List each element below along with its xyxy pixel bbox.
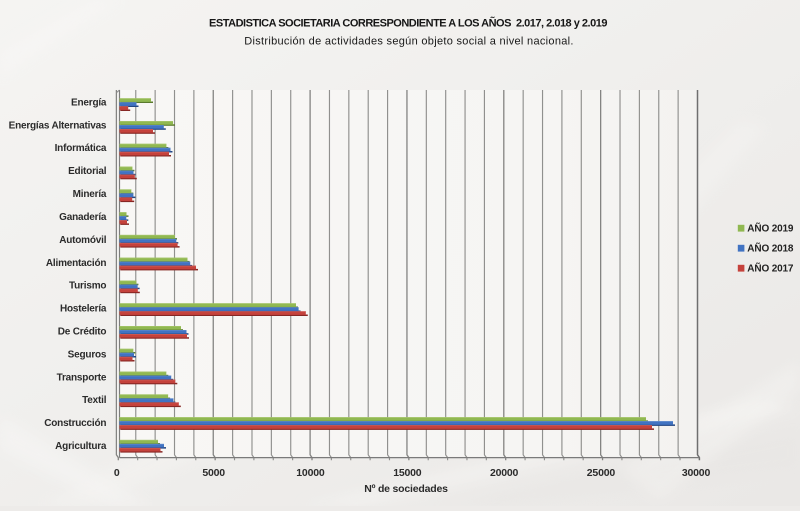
svg-text:De Crédito: De Crédito <box>58 327 107 338</box>
svg-text:AÑO 2017: AÑO 2017 <box>747 262 794 275</box>
svg-text:30000: 30000 <box>682 467 711 479</box>
svg-text:Energía: Energía <box>71 97 107 108</box>
svg-text:25000: 25000 <box>587 467 616 479</box>
svg-text:Editorial: Editorial <box>68 166 107 177</box>
svg-text:0: 0 <box>114 467 120 479</box>
svg-text:Automóvil: Automóvil <box>59 235 107 246</box>
svg-text:Construcción: Construcción <box>44 418 106 429</box>
svg-text:Seguros: Seguros <box>68 349 107 360</box>
svg-text:Informática: Informática <box>55 143 107 154</box>
svg-text:Energías Alternativas: Energías Alternativas <box>9 120 107 131</box>
svg-text:Distribución de actividades se: Distribución de actividades según objeto… <box>244 36 574 48</box>
svg-text:Nº de sociedades: Nº de sociedades <box>364 483 448 495</box>
svg-text:20000: 20000 <box>490 467 519 479</box>
svg-text:Turismo: Turismo <box>69 281 106 292</box>
svg-text:Textil: Textil <box>82 395 107 406</box>
svg-text:Ganadería: Ganadería <box>59 212 107 223</box>
svg-text:15000: 15000 <box>393 467 422 479</box>
svg-text:5000: 5000 <box>202 467 225 479</box>
svg-text:10000: 10000 <box>296 467 325 479</box>
svg-text:ESTADISTICA SOCIETARIA CORRESP: ESTADISTICA SOCIETARIA CORRESPONDIENTE A… <box>209 17 607 30</box>
svg-text:Minería: Minería <box>73 189 107 200</box>
svg-text:Transporte: Transporte <box>57 372 107 383</box>
svg-text:AÑO 2018: AÑO 2018 <box>747 242 794 255</box>
svg-text:Agricultura: Agricultura <box>55 441 107 452</box>
svg-text:AÑO 2019: AÑO 2019 <box>747 222 794 235</box>
svg-text:Alimentación: Alimentación <box>46 258 106 269</box>
svg-text:Hostelería: Hostelería <box>60 304 107 315</box>
